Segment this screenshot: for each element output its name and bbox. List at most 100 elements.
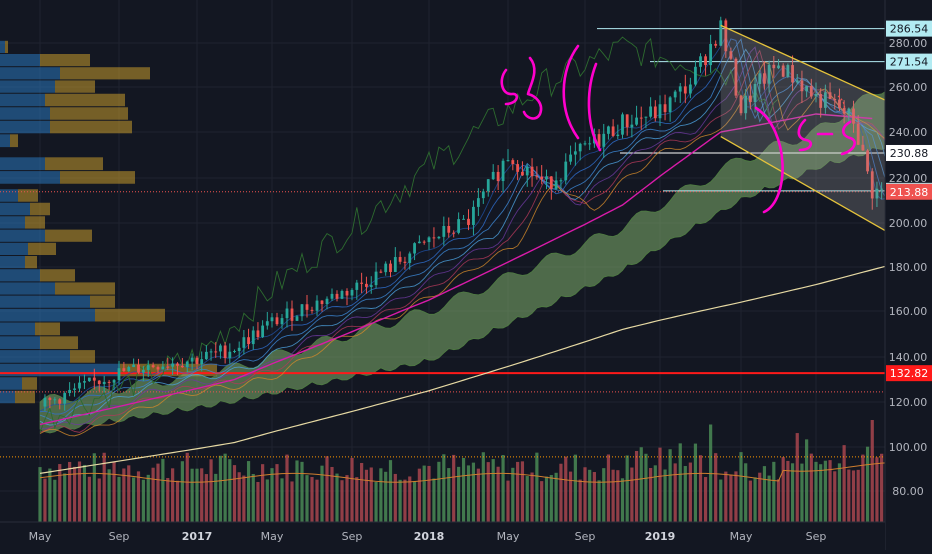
volume-bar: [649, 467, 653, 522]
volume-bar: [107, 469, 111, 522]
volume-bar: [634, 450, 639, 522]
volume-bar: [335, 473, 339, 522]
candle-body: [658, 104, 662, 119]
volume-bar: [156, 463, 160, 522]
candle-body: [875, 188, 879, 199]
time-tick-label: May: [730, 530, 753, 543]
volume-bar: [214, 473, 218, 522]
volume-bar: [364, 469, 369, 522]
ema-line: [39, 46, 892, 430]
volume-bar: [861, 454, 865, 522]
volume-bar: [87, 476, 91, 522]
volume-profile-up: [0, 54, 40, 67]
volume-profile-down: [55, 282, 115, 295]
volume-bar: [673, 463, 677, 522]
candle-body: [137, 364, 140, 373]
volume-bar: [786, 460, 790, 522]
time-tick-label: Sep: [575, 530, 596, 543]
volume-profile-down: [70, 350, 95, 363]
volume-bar: [870, 420, 874, 522]
time-tick-label: Sep: [109, 530, 130, 543]
candle-body: [635, 117, 638, 125]
candle-body: [639, 117, 643, 119]
volume-bar: [237, 472, 241, 522]
volume-bar: [256, 481, 260, 522]
volume-average-line: [39, 461, 896, 483]
candle-body: [545, 176, 548, 180]
candle-body: [141, 369, 145, 373]
volume-bar: [345, 475, 349, 522]
candle-body: [569, 154, 572, 162]
volume-bar: [606, 454, 611, 522]
volume-bar: [842, 445, 846, 522]
volume-profile-down: [28, 242, 56, 255]
candle-body: [729, 51, 733, 59]
candle-body: [146, 365, 150, 370]
candle-body: [530, 166, 534, 177]
volume-bar: [744, 463, 748, 522]
volume-bar: [340, 480, 344, 522]
volume-bar: [280, 478, 284, 522]
candle-body: [564, 161, 568, 181]
volume-bar: [355, 477, 359, 522]
volume-profile-down: [90, 295, 115, 308]
volume-profile-down: [60, 67, 150, 80]
candle-body: [616, 134, 620, 136]
candle-body: [369, 285, 373, 287]
volume-bar: [38, 467, 42, 522]
candle-body: [758, 73, 762, 84]
candle-body: [270, 317, 274, 322]
volume-bar: [851, 470, 856, 522]
candle-body: [486, 179, 490, 192]
candle-body: [800, 80, 804, 92]
volume-bar: [68, 461, 72, 522]
candle-body: [496, 171, 500, 182]
volume-bar: [285, 454, 289, 522]
volume-profile-up: [0, 80, 55, 93]
candle-body: [379, 271, 383, 273]
candle-body: [809, 85, 813, 97]
volume-profile: [0, 40, 217, 404]
price-tick-label: 280.00: [889, 37, 928, 50]
candle-body: [828, 92, 832, 99]
time-axis[interactable]: May Sep 2017 May Sep 2018 May Sep 2019 May Sep: [29, 530, 827, 543]
volume-profile-down: [60, 171, 135, 184]
volume-bar: [540, 481, 544, 522]
volume-bar: [457, 466, 461, 522]
candle-body: [540, 176, 544, 180]
volume-bar: [223, 453, 227, 522]
volume-bar: [232, 465, 237, 522]
price-axis[interactable]: 80.00 100.00 120.00 140.00 160.00 180.00 200.0…: [889, 37, 928, 498]
volume-bar: [688, 462, 692, 522]
candle-body: [625, 114, 629, 128]
volume-bar: [141, 479, 145, 522]
volume-bar: [261, 464, 265, 522]
candle-body: [734, 58, 738, 96]
price-tag-box: [886, 20, 932, 37]
candle-body: [228, 351, 232, 359]
candle-body: [688, 84, 692, 94]
candle-body: [777, 65, 780, 69]
candle-body: [462, 218, 465, 220]
time-axis-background: [0, 522, 885, 550]
volume-bar: [611, 469, 615, 522]
candle-body: [678, 86, 682, 92]
candle-body: [683, 86, 687, 94]
candle-body: [621, 114, 624, 135]
volume-bar: [578, 479, 582, 522]
price-tag-box: [886, 53, 932, 70]
volume-bar: [72, 466, 77, 522]
candle-body: [83, 381, 86, 383]
volume-profile-down: [40, 336, 78, 350]
candle-body: [389, 263, 392, 272]
annotation-stroke: [522, 56, 543, 120]
candle-body: [340, 290, 344, 299]
candle-body: [300, 304, 304, 317]
candle-body: [847, 108, 851, 114]
candle-body: [166, 366, 170, 368]
candle-body: [58, 399, 62, 404]
volume-bar: [63, 473, 67, 522]
candle-body: [838, 99, 841, 109]
